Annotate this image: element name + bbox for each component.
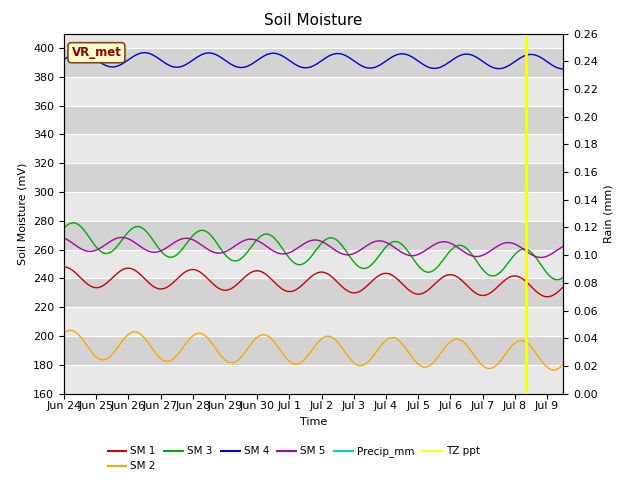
Bar [64, 134, 563, 163]
Bar [64, 250, 563, 278]
Bar [64, 192, 563, 221]
Text: VR_met: VR_met [72, 46, 122, 59]
Bar [64, 336, 563, 365]
Bar [64, 48, 563, 77]
Bar [64, 163, 563, 192]
Bar [64, 106, 563, 134]
X-axis label: Time: Time [300, 417, 327, 427]
Bar [64, 278, 563, 307]
Y-axis label: Soil Moisture (mV): Soil Moisture (mV) [17, 162, 28, 265]
Bar [64, 221, 563, 250]
Title: Soil Moisture: Soil Moisture [264, 13, 363, 28]
Y-axis label: Rain (mm): Rain (mm) [604, 184, 613, 243]
Bar [64, 365, 563, 394]
Legend: SM 1, SM 2, SM 3, SM 4, SM 5, Precip_mm, TZ ppt: SM 1, SM 2, SM 3, SM 4, SM 5, Precip_mm,… [104, 442, 484, 476]
Bar [64, 307, 563, 336]
Bar [64, 77, 563, 106]
